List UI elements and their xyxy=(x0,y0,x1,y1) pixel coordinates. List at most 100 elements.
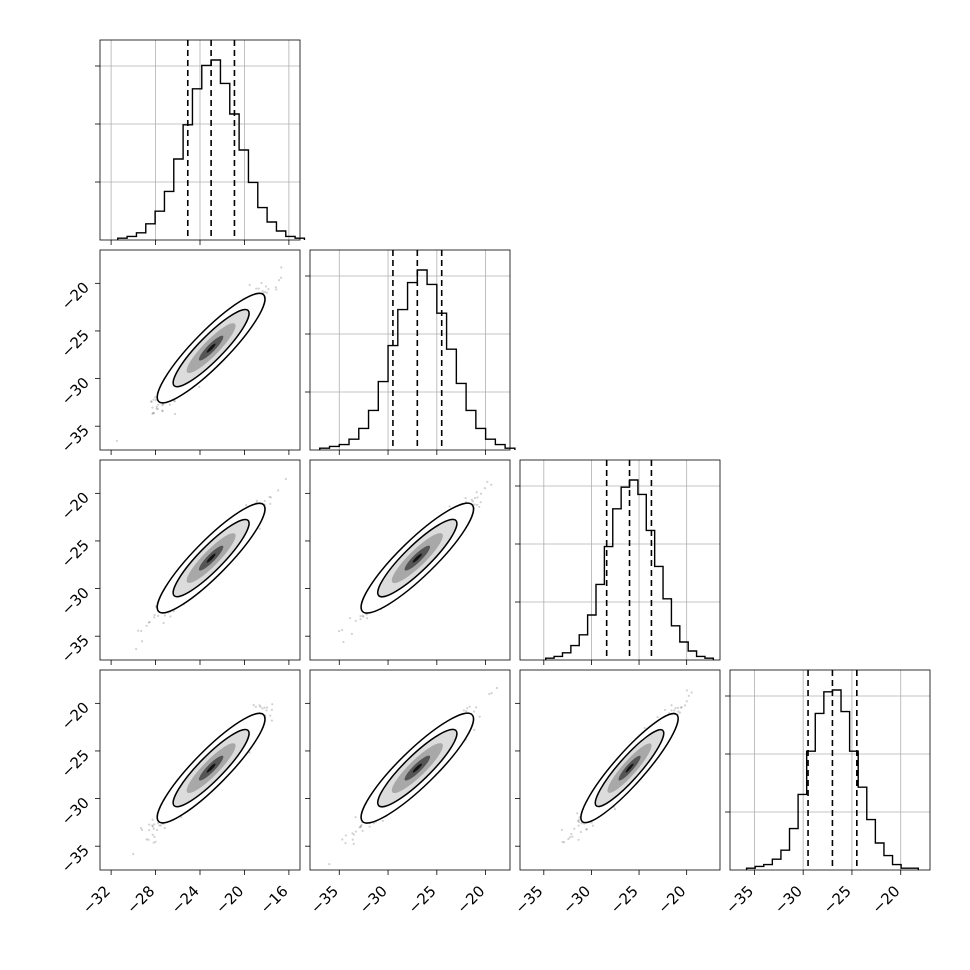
sample-point xyxy=(462,709,465,712)
x-tick-label: −35 xyxy=(722,882,757,917)
sample-point xyxy=(670,709,673,712)
panel-frame xyxy=(309,669,511,871)
y-tick-label: −35 xyxy=(58,841,93,876)
sample-point xyxy=(448,505,451,508)
sample-point xyxy=(476,496,479,499)
sample-point xyxy=(351,838,354,841)
sample-point xyxy=(255,499,259,502)
sample-point xyxy=(263,499,266,503)
sample-point xyxy=(495,686,499,690)
sample-point xyxy=(155,828,159,832)
sample-point xyxy=(145,838,148,841)
sample-point xyxy=(155,405,158,408)
sample-point xyxy=(265,706,269,709)
sample-point xyxy=(154,398,157,402)
sample-point xyxy=(261,290,264,293)
sample-point xyxy=(137,629,140,632)
sample-point xyxy=(475,706,478,709)
panel-frame xyxy=(309,459,511,661)
sample-point xyxy=(354,619,357,622)
sample-point xyxy=(159,824,162,827)
sample-point xyxy=(155,407,158,410)
sample-point xyxy=(362,615,365,618)
sample-point xyxy=(151,818,154,821)
sample-point xyxy=(567,837,570,841)
y-tick-label: −35 xyxy=(58,631,93,666)
scatter-panel-2-1: −20−25−30−35 xyxy=(58,249,301,456)
sample-point xyxy=(479,501,482,504)
sample-point xyxy=(151,412,154,415)
sample-point xyxy=(354,830,357,833)
sample-point xyxy=(280,266,283,269)
sample-point xyxy=(161,403,165,406)
sample-point xyxy=(139,826,143,830)
sample-point xyxy=(265,291,268,294)
sample-point xyxy=(337,629,341,633)
sample-point xyxy=(351,832,354,835)
scatter-panel-4-2 xyxy=(305,669,511,871)
sample-point xyxy=(278,279,281,282)
sample-point xyxy=(157,614,160,617)
sample-point xyxy=(163,614,166,617)
sample-point xyxy=(284,477,287,481)
x-tick-label: −24 xyxy=(168,882,203,917)
sample-point xyxy=(245,503,248,507)
sample-point xyxy=(350,632,353,635)
y-tick-label: −25 xyxy=(58,746,93,781)
sample-point xyxy=(140,640,144,643)
sample-point xyxy=(475,491,478,494)
sample-point xyxy=(259,705,262,708)
sample-point xyxy=(152,827,155,830)
sample-point xyxy=(267,287,270,291)
sample-point xyxy=(134,648,138,651)
sample-point xyxy=(140,828,144,831)
sample-point xyxy=(359,825,363,828)
sample-point xyxy=(156,822,160,825)
sample-point xyxy=(354,816,357,819)
sample-point xyxy=(473,496,476,500)
sample-point xyxy=(149,400,153,403)
sample-point xyxy=(169,615,172,618)
x-tick-label: −20 xyxy=(868,882,903,917)
sample-point xyxy=(359,618,362,621)
y-tick-label: −30 xyxy=(58,374,93,409)
sample-point xyxy=(151,406,154,409)
sample-point xyxy=(163,826,166,830)
sample-point xyxy=(486,480,489,483)
y-tick-label: −20 xyxy=(58,698,93,733)
sample-point xyxy=(488,692,491,696)
sample-point xyxy=(361,829,364,832)
sample-point xyxy=(271,703,274,706)
sample-point xyxy=(152,398,155,401)
sample-point xyxy=(470,498,473,501)
histogram-panel-4 xyxy=(725,669,931,871)
sample-point xyxy=(505,456,507,458)
panel-frame xyxy=(519,459,721,661)
sample-point xyxy=(152,841,155,844)
sample-point xyxy=(161,409,164,412)
sample-point xyxy=(473,728,476,731)
sample-point xyxy=(465,709,468,713)
density-contour xyxy=(206,763,216,773)
y-tick-label: −35 xyxy=(58,421,93,456)
sample-point xyxy=(154,840,157,843)
sample-point xyxy=(140,629,143,633)
sample-point xyxy=(269,714,272,717)
sample-point xyxy=(173,412,177,416)
histogram-panel-2 xyxy=(305,249,516,451)
histogram-steps xyxy=(319,269,516,450)
sample-point xyxy=(352,842,355,845)
sample-point xyxy=(151,825,154,828)
x-tick-label: −20 xyxy=(212,882,247,917)
sample-point xyxy=(148,823,151,826)
sample-point xyxy=(148,828,151,832)
scatter-panel-3-2 xyxy=(305,456,511,661)
x-tick-label: −25 xyxy=(405,882,440,917)
scatter-panel-4-3 xyxy=(515,669,721,871)
sample-point xyxy=(157,403,160,406)
sample-point xyxy=(478,715,481,718)
panel-frame xyxy=(309,249,511,451)
sample-point xyxy=(663,708,667,712)
sample-point xyxy=(132,852,135,856)
y-tick-label: −25 xyxy=(58,326,93,361)
